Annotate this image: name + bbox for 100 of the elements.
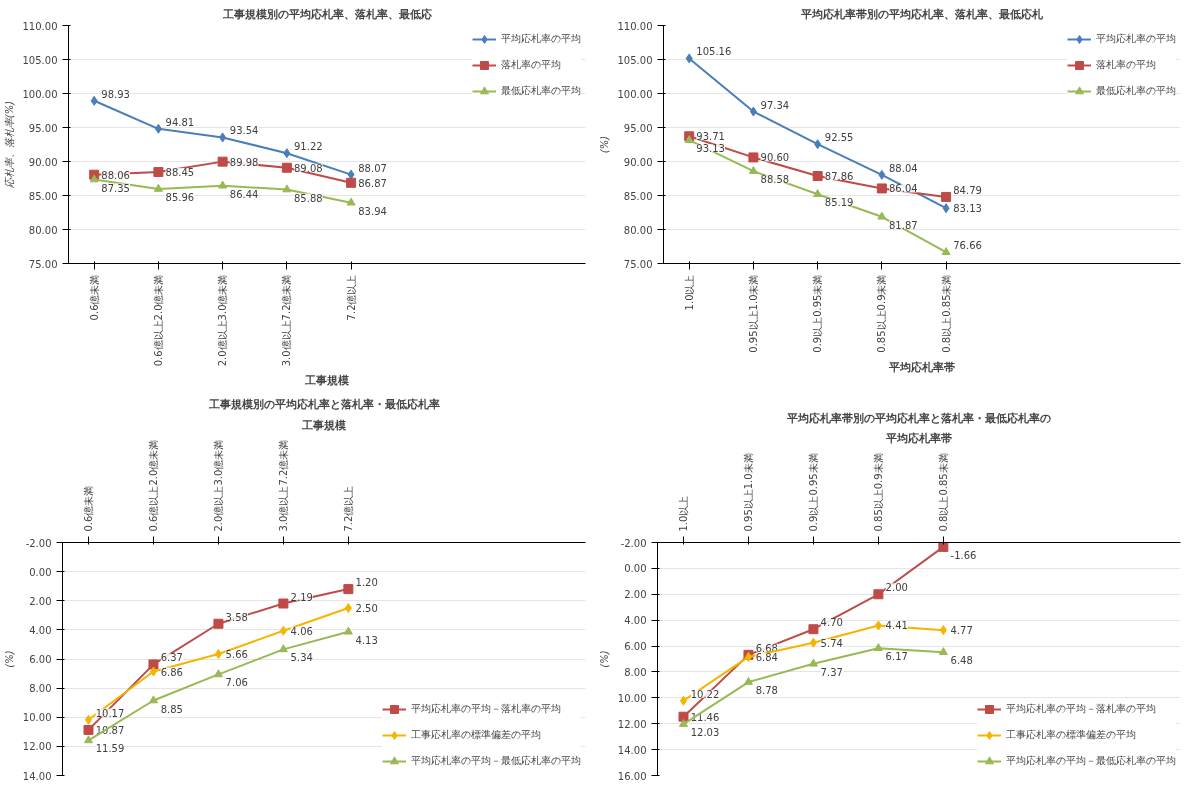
data-label: 10.17 xyxy=(95,707,125,719)
legend-label: 最低応札率の平均 xyxy=(1096,84,1176,98)
data-label: 105.16 xyxy=(696,46,732,58)
y-tick-label: 75.00 xyxy=(28,258,58,270)
point xyxy=(346,197,356,206)
data-label: 6.37 xyxy=(160,652,183,664)
point xyxy=(282,184,292,193)
y-tick-label: 6.00 xyxy=(29,654,52,665)
point xyxy=(678,718,688,727)
point xyxy=(808,658,818,667)
y-tick-label: 12.00 xyxy=(22,741,52,753)
data-label: 85.19 xyxy=(824,197,854,209)
point xyxy=(344,603,352,614)
data-label: 88.45 xyxy=(165,167,195,179)
point xyxy=(873,589,884,600)
data-label: 85.96 xyxy=(165,191,195,203)
data-label: 84.79 xyxy=(953,184,982,196)
y-tick-label: 10.00 xyxy=(617,692,647,704)
data-label: 89.98 xyxy=(229,156,259,168)
data-label: 91.22 xyxy=(294,141,323,153)
legend-label: 平均応札率の平均－落札率の平均 xyxy=(411,702,561,716)
point xyxy=(213,669,223,678)
x-tick-label: 0.9以上0.95未満 xyxy=(812,274,824,353)
point xyxy=(153,183,163,192)
x-tick-label: 0.95以上1.0未満 xyxy=(742,453,754,532)
x-tick-label: 1.0以上 xyxy=(683,274,695,311)
data-label: 6.86 xyxy=(160,666,183,678)
y-tick-label: 14.00 xyxy=(617,744,647,756)
y-tick-label: 105.00 xyxy=(617,54,653,66)
x-tick-label: 0.6億以上2.0億未満 xyxy=(147,439,159,532)
point xyxy=(218,180,228,189)
point xyxy=(343,584,354,595)
y-tick-label: 100.00 xyxy=(22,88,58,100)
y-tick-label: 95.00 xyxy=(28,122,58,134)
data-label: 93.54 xyxy=(229,125,259,137)
y-tick-label: 2.00 xyxy=(624,589,647,601)
data-label: 2.19 xyxy=(290,591,313,603)
point xyxy=(148,695,158,704)
point xyxy=(679,695,687,706)
point xyxy=(281,162,292,173)
y-tick-label: 12.00 xyxy=(617,718,647,730)
data-label: 7.37 xyxy=(820,666,843,678)
chart-title: 平均応札率帯別の平均応札率と落札率・最低応札率の xyxy=(786,411,1051,425)
data-label: 88.07 xyxy=(358,162,387,174)
data-label: 12.03 xyxy=(690,727,720,739)
legend-label: 落札率の平均 xyxy=(501,58,561,72)
data-label: 98.93 xyxy=(101,88,130,100)
point xyxy=(278,598,289,609)
legend-label: 平均応札率の平均 xyxy=(501,32,581,46)
point xyxy=(83,735,93,744)
data-label: 86.87 xyxy=(358,177,387,189)
chart-title: 工事規模別の平均応札率、落札率、最低応 xyxy=(221,7,433,21)
y-axis-title: (%) xyxy=(598,650,610,668)
y-tick-label: 14.00 xyxy=(22,770,52,782)
y-axis-title: (%) xyxy=(3,650,15,668)
point xyxy=(941,191,952,202)
point xyxy=(684,135,694,144)
data-label: 93.13 xyxy=(696,143,725,155)
point xyxy=(813,189,823,198)
data-label: 89.08 xyxy=(294,162,323,174)
data-label: 3.58 xyxy=(225,611,248,623)
point xyxy=(347,169,355,180)
point xyxy=(873,643,883,652)
point xyxy=(809,637,817,648)
x-tick-label: 0.8以上0.85未満 xyxy=(937,453,949,532)
x-tick-label: 7.2億以上 xyxy=(345,274,357,321)
data-label: 90.60 xyxy=(760,152,790,164)
legend-label: 平均応札率の平均－落札率の平均 xyxy=(1006,702,1156,716)
data-label: 83.94 xyxy=(358,205,387,217)
x-tick-label: 0.85以上0.9未満 xyxy=(876,274,888,353)
x-tick-label: 0.95以上1.0未満 xyxy=(747,274,759,353)
point xyxy=(941,247,951,256)
point xyxy=(876,183,887,194)
data-label: 92.55 xyxy=(824,132,854,144)
y-axis-title: 応札率、落札率(%) xyxy=(3,100,15,189)
data-label: 4.41 xyxy=(885,620,908,632)
point xyxy=(749,106,757,117)
y-tick-label: 100.00 xyxy=(617,88,653,100)
point xyxy=(878,169,886,180)
data-label: 4.70 xyxy=(820,617,843,629)
x-tick-label: 0.6億未満 xyxy=(88,274,100,321)
point xyxy=(877,211,887,220)
x-tick-label: 1.0以上 xyxy=(677,495,689,532)
point xyxy=(743,676,753,685)
data-label: 97.34 xyxy=(760,99,790,111)
data-label: 2.50 xyxy=(355,603,378,615)
point xyxy=(343,626,353,635)
point xyxy=(278,644,288,653)
data-label: 6.17 xyxy=(885,651,908,663)
data-label: 86.44 xyxy=(229,188,259,200)
y-tick-label: 4.00 xyxy=(29,624,52,636)
y-tick-label: -2.00 xyxy=(25,537,52,549)
y-tick-label: 8.00 xyxy=(624,666,647,678)
data-label: -1.66 xyxy=(950,549,977,561)
point xyxy=(939,625,947,636)
y-tick-label: 85.00 xyxy=(28,190,58,202)
point xyxy=(83,724,94,735)
y-tick-label: 105.00 xyxy=(22,54,58,66)
point xyxy=(346,177,357,188)
y-tick-label: 85.00 xyxy=(623,190,653,202)
